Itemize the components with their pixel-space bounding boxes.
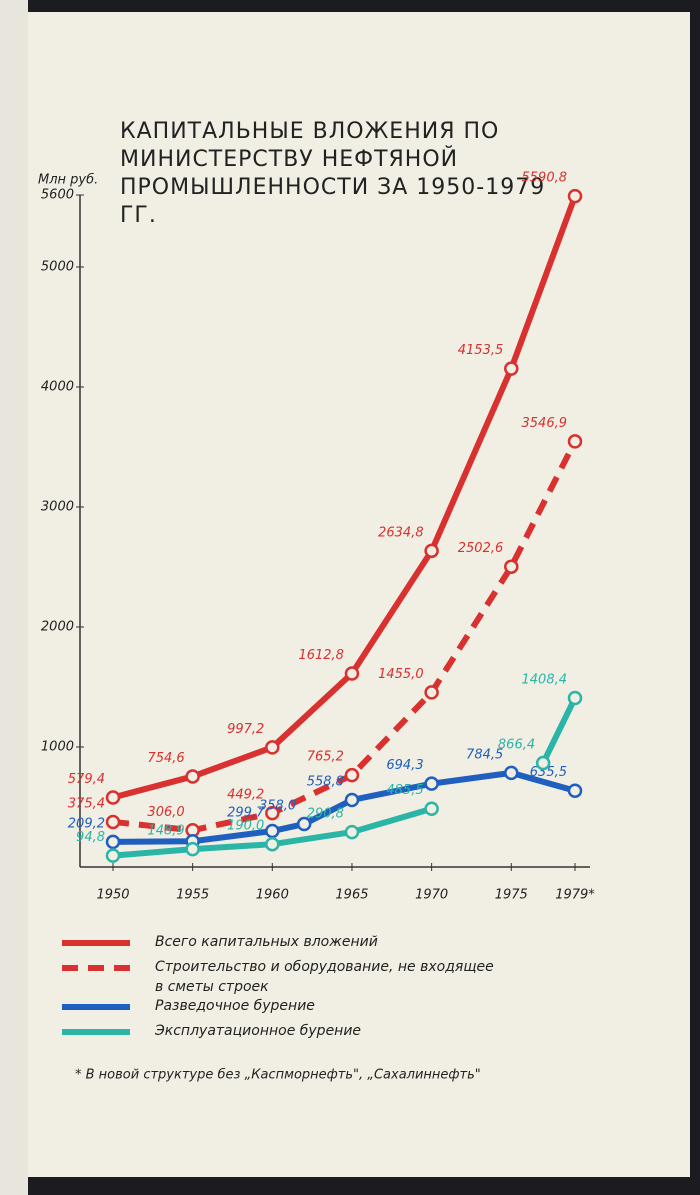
data-label: 358,0 (259, 799, 296, 814)
data-label: 754,6 (147, 751, 184, 766)
left-page (0, 0, 28, 1195)
legend-box: Строительство и оборудование, не входяще… (155, 959, 494, 995)
data-label: 866,4 (498, 738, 535, 753)
legend-box: Всего капитальных вложений (155, 934, 378, 950)
data-label: 94,8 (76, 830, 105, 845)
data-label: 1408,4 (522, 672, 568, 687)
page (28, 12, 690, 1177)
x-tick-label: 1979* (555, 888, 595, 903)
data-label: 1455,0 (378, 667, 424, 682)
chart-title: КАПИТАЛЬНЫЕ ВЛОЖЕНИЯ ПО МИНИСТЕРСТВУ НЕФ… (120, 119, 546, 228)
data-point (504, 559, 519, 574)
data-point (344, 666, 360, 681)
data-label: 765,2 (307, 750, 344, 765)
data-point (424, 543, 439, 559)
x-tick-label: 1960 (256, 888, 289, 903)
x-tick-label: 1965 (335, 888, 368, 903)
data-label: 449,2 (227, 788, 264, 803)
data-label: 148,9 (147, 824, 184, 839)
x-tick-label: 1975 (495, 888, 528, 903)
data-label: 579,4 (68, 772, 105, 787)
x-tick-label: 1950 (96, 888, 129, 903)
data-point (105, 790, 121, 805)
legend-entry: Разведочное бурение (155, 998, 315, 1014)
y-tick-label: 1000 (41, 740, 74, 755)
data-point (504, 765, 519, 781)
data-label: 375,4 (68, 796, 105, 811)
data-label: 190,0 (227, 819, 264, 834)
legend-entry: Строительство и оборудование, не входяще… (155, 959, 494, 995)
data-point (265, 740, 280, 755)
data-label: 209,2 (68, 816, 105, 831)
footnote: * В новой структуре без „Каспморнефть", … (75, 1068, 481, 1083)
y-tick-label: 5000 (41, 260, 74, 275)
data-point (265, 805, 280, 821)
y-tick-label: 2000 (41, 620, 74, 635)
title-box: КАПИТАЛЬНЫЕ ВЛОЖЕНИЯ ПО МИНИСТЕРСТВУ НЕФ… (120, 119, 546, 228)
data-point (424, 801, 439, 816)
legend-box: Разведочное бурение (155, 998, 315, 1014)
data-point (567, 690, 583, 706)
data-point (424, 685, 439, 700)
y-axis-label: Млн руб. (38, 173, 98, 188)
data-point (185, 769, 200, 784)
data-point (344, 767, 360, 783)
data-label: 306,0 (147, 805, 184, 820)
data-point (567, 434, 583, 449)
data-label: 485,5 (386, 783, 423, 798)
data-point (424, 776, 439, 791)
data-point (344, 792, 360, 808)
x-tick-label: 1970 (415, 888, 448, 903)
data-label: 3546,9 (522, 416, 568, 431)
y-tick-label: 5600 (41, 188, 74, 203)
data-point (504, 361, 519, 376)
data-label: 997,2 (227, 722, 264, 737)
data-point (567, 188, 583, 204)
data-label: 4153,5 (458, 343, 504, 358)
data-label: 558,8 (307, 774, 344, 789)
data-point (296, 816, 312, 832)
data-label: 2634,8 (378, 525, 424, 540)
legend-box: Эксплуатационное бурение (155, 1023, 362, 1039)
data-point (535, 755, 551, 771)
data-label: 1612,8 (298, 648, 344, 663)
data-label: 299,7 (227, 806, 265, 821)
y-tick-label: 4000 (41, 380, 74, 395)
data-point (265, 836, 280, 852)
series-line (112, 769, 576, 845)
data-point (105, 814, 121, 830)
data-point (105, 834, 121, 850)
legend-entry: Всего капитальных вложений (155, 934, 378, 950)
data-point (567, 783, 583, 798)
data-point (344, 824, 360, 840)
y-tick-label: 3000 (41, 500, 74, 515)
data-label: 290,8 (307, 807, 344, 822)
data-point (265, 823, 280, 839)
data-label: 2502,6 (458, 541, 504, 556)
data-point (105, 848, 121, 863)
data-point (185, 841, 200, 857)
x-tick-label: 1955 (176, 888, 209, 903)
data-label: 784,5 (466, 747, 503, 762)
data-label: 5590,8 (522, 171, 568, 186)
legend-entry: Эксплуатационное бурение (155, 1023, 362, 1039)
data-label: 694,3 (386, 758, 423, 773)
